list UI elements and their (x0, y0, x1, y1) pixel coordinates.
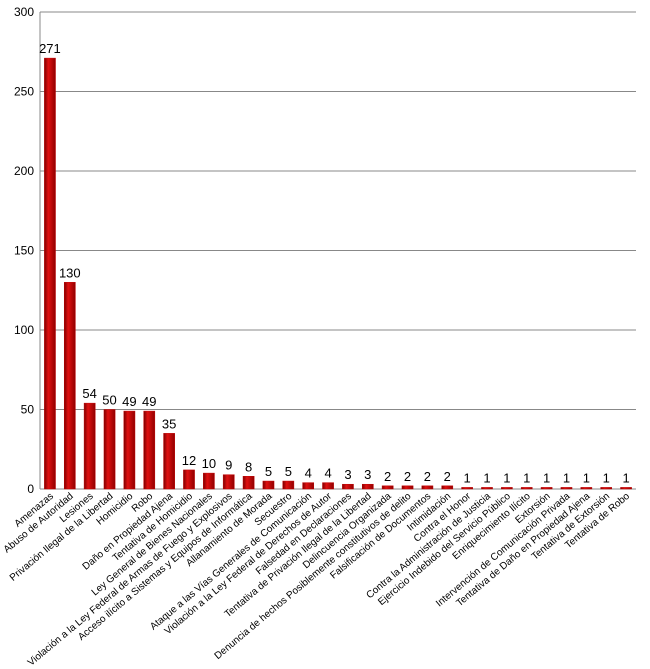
value-label: 2 (384, 469, 391, 484)
value-label: 130 (59, 265, 81, 280)
bar (302, 482, 315, 490)
bar (163, 433, 175, 490)
value-label: 8 (245, 459, 252, 474)
bar (421, 485, 434, 490)
y-tick-label: 100 (14, 323, 34, 337)
bar (600, 487, 613, 490)
y-tick-label: 250 (14, 85, 34, 99)
value-label: 1 (603, 470, 610, 485)
bar (481, 487, 493, 490)
value-label: 5 (265, 464, 272, 479)
bar (381, 485, 394, 490)
value-label: 12 (182, 453, 196, 468)
bar (203, 472, 215, 490)
value-label: 1 (523, 470, 530, 485)
value-label: 49 (122, 394, 136, 409)
value-label: 4 (324, 466, 331, 481)
bar (262, 480, 275, 490)
value-label: 10 (202, 456, 216, 471)
value-label: 1 (464, 470, 471, 485)
bar (560, 487, 573, 490)
value-label: 2 (444, 469, 451, 484)
bar (103, 409, 116, 490)
value-label: 2 (424, 469, 431, 484)
y-tick-label: 50 (21, 403, 35, 417)
y-tick-label: 200 (14, 164, 34, 178)
value-label: 4 (305, 466, 312, 481)
bar (501, 487, 513, 490)
bar (580, 487, 593, 490)
bar (461, 487, 473, 490)
value-label: 35 (162, 416, 176, 431)
bar (520, 487, 533, 490)
bar (44, 57, 56, 490)
value-label: 50 (102, 393, 116, 408)
bar (361, 483, 374, 490)
y-tick-label: 150 (14, 244, 34, 258)
y-tick-label: 0 (27, 482, 34, 496)
y-tick-label: 300 (14, 5, 34, 19)
bar (282, 480, 295, 490)
bar (322, 482, 334, 490)
bar (441, 485, 454, 490)
value-label: 1 (543, 470, 550, 485)
bar (540, 487, 553, 490)
bar (183, 469, 195, 490)
value-label: 9 (225, 458, 232, 473)
value-label: 54 (82, 386, 96, 401)
bar (222, 474, 235, 490)
value-label: 1 (583, 470, 590, 485)
value-label: 3 (344, 467, 351, 482)
value-label: 271 (39, 41, 61, 56)
value-label: 1 (503, 470, 510, 485)
bar (123, 410, 136, 490)
bar (342, 483, 354, 490)
value-label: 1 (563, 470, 570, 485)
bar (63, 282, 76, 490)
bar (143, 410, 156, 490)
value-label: 5 (285, 464, 292, 479)
value-label: 1 (483, 470, 490, 485)
bar (401, 485, 414, 490)
value-label: 49 (142, 394, 156, 409)
value-label: 1 (622, 470, 629, 485)
bar (242, 476, 255, 490)
value-label: 3 (364, 467, 371, 482)
bar (83, 402, 96, 490)
value-label: 2 (404, 469, 411, 484)
bar (620, 487, 632, 490)
